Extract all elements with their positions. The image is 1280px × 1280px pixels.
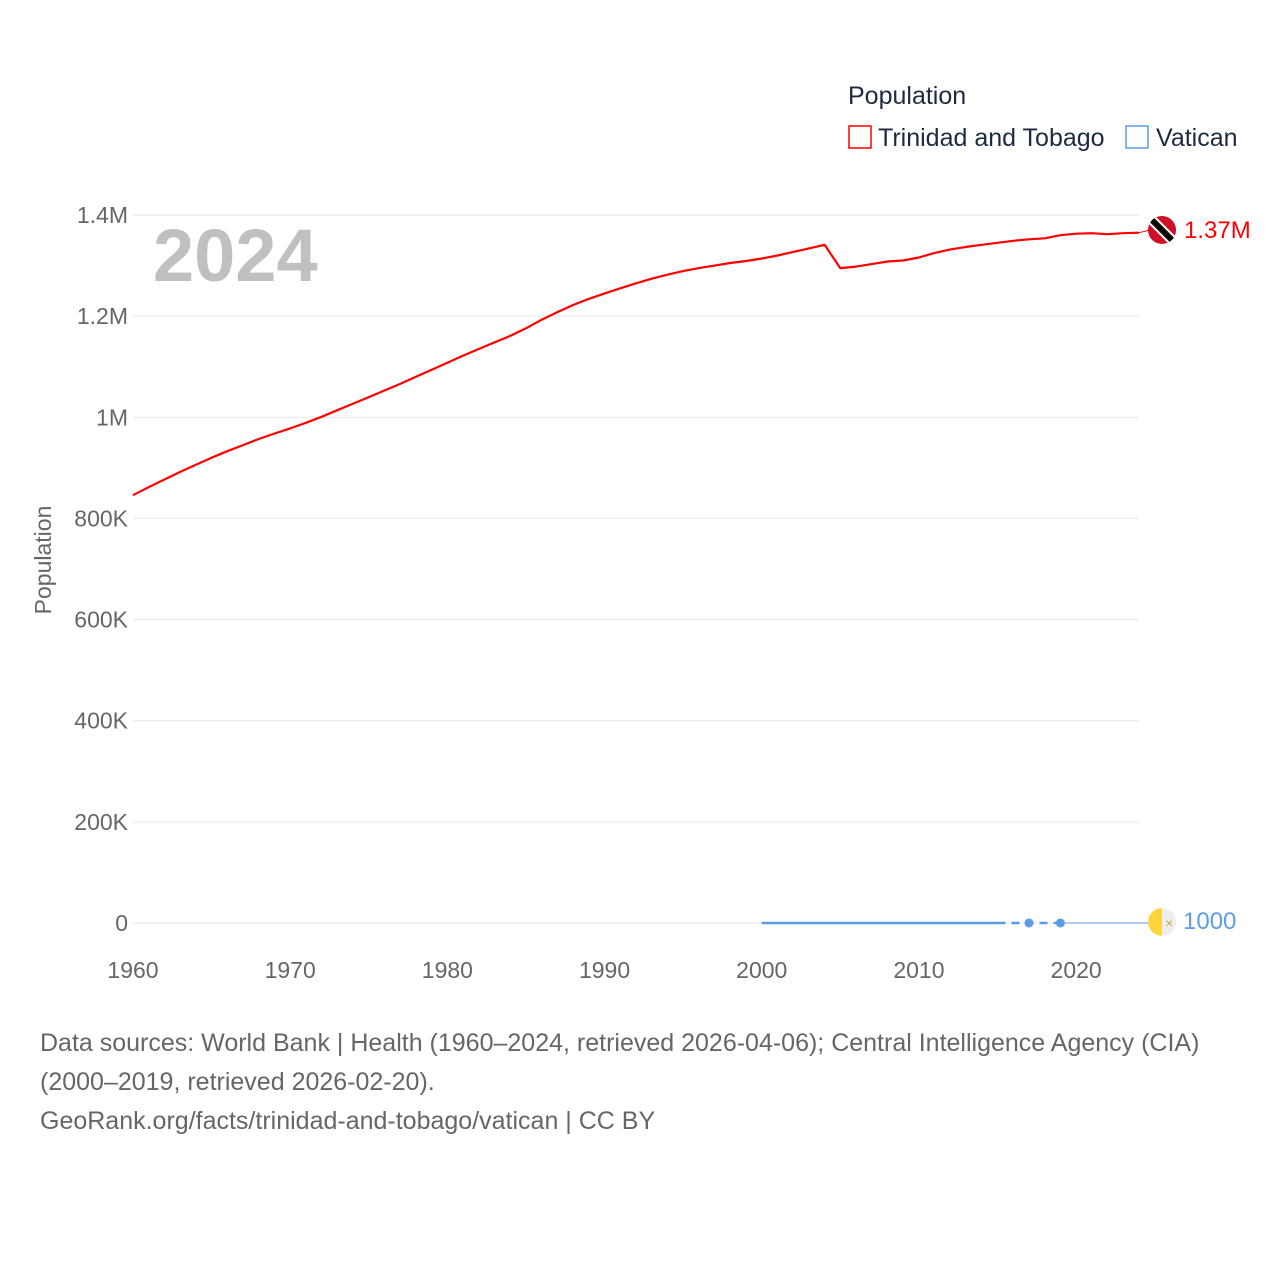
trinidad-flag-icon <box>1148 216 1176 244</box>
footer-sources: Data sources: World Bank | Health (1960–… <box>40 1024 1260 1141</box>
population-chart: 0 200K 400K 600K 800K 1M 1.2M 1.4M 1960 1970 1980… <box>30 82 1251 983</box>
vatican-data-point <box>1055 918 1065 928</box>
legend-swatch-vatican <box>1125 125 1149 149</box>
source-link[interactable]: GeoRank.org/facts/trinidad-and-tobago/va… <box>40 1107 656 1135</box>
legend-item-vatican[interactable]: Vatican <box>1125 124 1238 152</box>
y-axis-label: Population <box>30 506 56 615</box>
svg-text:✕: ✕ <box>1165 919 1173 930</box>
y-tick-label: 0 <box>115 910 128 936</box>
data-sources-text: Data sources: World Bank | Health (1960–… <box>40 1029 1200 1096</box>
x-tick-label: 1980 <box>422 957 473 983</box>
x-tick-label: 2020 <box>1051 957 1102 983</box>
trinidad-series-line <box>132 231 1140 497</box>
vatican-data-point <box>1024 918 1034 928</box>
legend-swatch-trinidad <box>848 125 872 149</box>
legend-item-trinidad[interactable]: Trinidad and Tobago <box>848 124 1105 152</box>
y-tick-label: 1.2M <box>77 303 128 329</box>
x-tick-label: 1960 <box>107 957 158 983</box>
year-watermark: 2024 <box>153 214 318 297</box>
x-tick-label: 1970 <box>265 957 316 983</box>
y-tick-label: 1M <box>96 404 128 430</box>
y-tick-label: 600K <box>74 607 128 633</box>
y-tick-label: 800K <box>74 505 128 531</box>
y-tick-label: 1.4M <box>77 202 128 228</box>
y-tick-label: 400K <box>74 708 128 734</box>
legend-label-trinidad: Trinidad and Tobago <box>878 124 1105 152</box>
x-tick-label: 1990 <box>579 957 630 983</box>
vatican-flag-icon: ✕ <box>1148 908 1176 936</box>
legend-label-vatican: Vatican <box>1156 124 1238 152</box>
y-tick-label: 200K <box>74 809 128 835</box>
x-tick-label: 2000 <box>736 957 787 983</box>
vatican-end-label: 1000 <box>1183 908 1236 935</box>
trinidad-end-label: 1.37M <box>1184 217 1251 244</box>
x-tick-label: 2010 <box>893 957 944 983</box>
legend-title: Population <box>848 82 966 110</box>
